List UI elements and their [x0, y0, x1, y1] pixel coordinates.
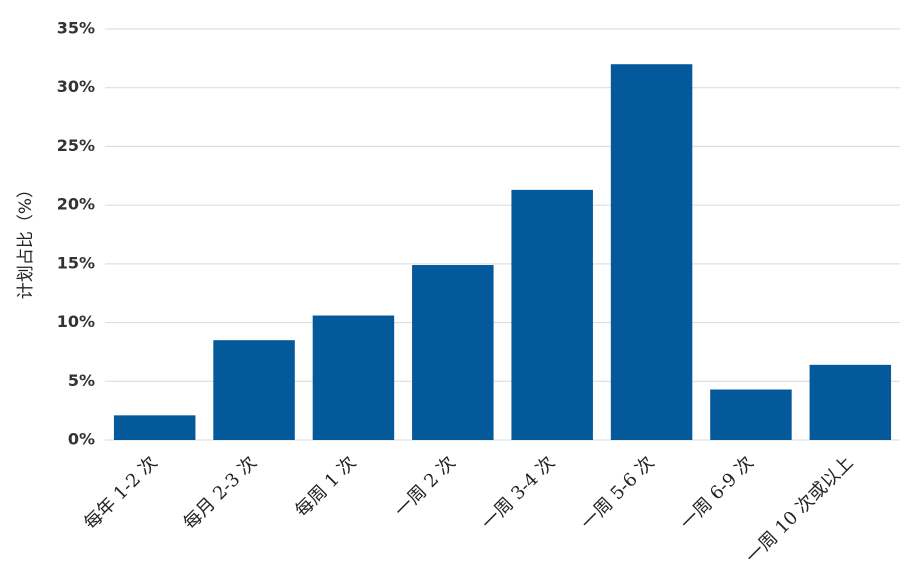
bar	[610, 64, 693, 440]
x-tick-label: 每年 1-2 次	[80, 452, 162, 534]
y-tick-label: 0%	[68, 430, 95, 449]
x-tick-label: 一周 6-9 次	[676, 452, 758, 534]
y-tick-label: 5%	[68, 371, 95, 390]
bar	[809, 364, 892, 440]
x-tick-label: 每月 2-3 次	[180, 452, 262, 534]
x-tick-label: 一周 10 次或以上	[742, 452, 858, 568]
x-tick-label: 每周 1 次	[291, 452, 360, 521]
bar	[710, 389, 792, 440]
bar	[113, 415, 196, 440]
bar	[511, 189, 593, 440]
bar	[312, 315, 395, 440]
y-tick-label: 15%	[57, 253, 95, 272]
y-tick-label: 30%	[57, 77, 95, 96]
bar	[412, 265, 494, 440]
y-tick-label: 25%	[57, 136, 95, 155]
x-tick-label: 一周 3-4 次	[478, 452, 560, 534]
x-tick-label: 一周 5-6 次	[577, 452, 659, 534]
y-axis-label: 计划占比（%）	[16, 181, 36, 299]
y-tick-label: 20%	[57, 195, 95, 214]
bar	[213, 340, 295, 440]
y-tick-label: 35%	[57, 19, 95, 38]
y-tick-label: 10%	[57, 312, 95, 331]
x-tick-label: 一周 2 次	[391, 452, 460, 521]
